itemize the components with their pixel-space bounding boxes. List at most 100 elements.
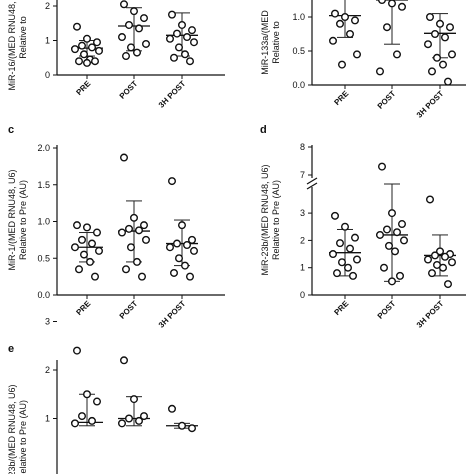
data-point — [134, 416, 143, 425]
data-point — [187, 424, 196, 433]
data-point — [436, 247, 445, 256]
panel-letter: d — [260, 124, 267, 136]
y-tick-label: 0 — [300, 290, 305, 300]
data-point — [72, 22, 81, 31]
data-point — [139, 14, 148, 23]
data-point — [74, 265, 83, 274]
data-point — [446, 23, 455, 32]
data-point — [79, 50, 88, 59]
data-point — [393, 50, 402, 59]
data-point — [124, 414, 133, 423]
data-point — [174, 254, 183, 263]
data-point — [169, 268, 178, 277]
data-point — [137, 272, 146, 281]
y-tick-label: 0.0 — [37, 290, 50, 300]
data-point — [82, 58, 91, 67]
y-axis-label: Relative to Pre (AU) — [18, 400, 28, 474]
data-point — [92, 228, 101, 237]
data-point — [448, 50, 457, 59]
y-tick-label: 1.0 — [37, 217, 50, 227]
data-point — [185, 57, 194, 66]
y-tick-label: 0.5 — [37, 253, 50, 263]
x-category-label: 3H POST — [157, 299, 188, 330]
data-point — [74, 57, 83, 66]
data-point — [424, 255, 433, 264]
data-point — [388, 0, 396, 8]
data-point — [121, 52, 130, 61]
y-axis-label: MiR-1/(MED RNU48, U6) — [7, 169, 17, 270]
y-tick-label: 2 — [45, 1, 50, 11]
data-point — [331, 9, 340, 18]
data-point — [436, 19, 445, 28]
data-point — [424, 40, 433, 49]
data-point — [90, 57, 99, 66]
data-point — [139, 412, 148, 421]
x-category-label: 3H POST — [415, 89, 446, 120]
data-point — [341, 12, 350, 21]
data-point — [92, 397, 101, 406]
x-category-label: POST — [118, 299, 140, 321]
data-point — [165, 34, 174, 43]
y-axis-label: MiR-23b/(MED RNU48, U6) — [260, 164, 270, 275]
y-tick-label: 1 — [45, 414, 50, 424]
data-point — [77, 235, 86, 244]
data-point — [134, 226, 143, 235]
y-tick-label: 2 — [45, 365, 50, 375]
data-point — [396, 271, 405, 280]
data-point — [167, 177, 176, 186]
y-tick-label: 2.0 — [37, 143, 50, 153]
data-point — [121, 265, 130, 274]
data-point — [189, 246, 198, 255]
data-point — [349, 271, 358, 280]
data-point — [129, 213, 138, 222]
data-point — [441, 33, 450, 42]
data-point — [141, 39, 150, 48]
x-category-label: PRE — [332, 299, 350, 317]
data-point — [376, 67, 385, 76]
data-point — [119, 153, 128, 162]
data-point — [72, 221, 81, 230]
data-point — [426, 12, 435, 21]
data-point — [119, 356, 128, 365]
data-point — [177, 221, 186, 230]
axis-break-gap — [306, 178, 318, 187]
y-axis-label: Relative to Pre (AU) — [18, 180, 28, 260]
data-point — [329, 36, 338, 45]
data-point — [167, 10, 176, 19]
data-point — [77, 412, 86, 421]
data-point — [132, 48, 141, 57]
data-point — [187, 26, 196, 35]
data-point — [185, 272, 194, 281]
data-point — [189, 38, 198, 47]
data-point — [380, 263, 389, 272]
data-point — [126, 243, 135, 252]
data-point — [77, 41, 86, 50]
data-point — [117, 228, 126, 237]
x-category-label: POST — [376, 89, 398, 111]
data-point — [378, 0, 386, 4]
y-tick-label: 7 — [300, 170, 305, 180]
y-tick-label: 8 — [300, 142, 305, 152]
y-tick-label: 3 — [300, 208, 305, 218]
data-point — [180, 50, 189, 59]
data-point — [182, 33, 191, 42]
data-point — [177, 20, 186, 29]
data-point — [180, 261, 189, 270]
data-point — [431, 251, 440, 260]
data-point — [90, 272, 99, 281]
data-point — [124, 224, 133, 233]
y-tick-label: 1 — [45, 36, 50, 46]
data-point — [165, 243, 174, 252]
panel-letter: c — [8, 124, 14, 136]
data-point — [376, 230, 385, 239]
data-point — [94, 246, 103, 255]
data-point — [329, 250, 338, 259]
data-point — [132, 257, 141, 266]
data-point — [134, 24, 143, 33]
data-point — [177, 421, 186, 430]
y-axis-label: MiR-16/(MED RNU48, U6) — [7, 0, 17, 91]
data-point — [378, 162, 387, 171]
data-point — [82, 34, 91, 43]
data-point — [172, 29, 181, 38]
data-point — [117, 33, 126, 42]
